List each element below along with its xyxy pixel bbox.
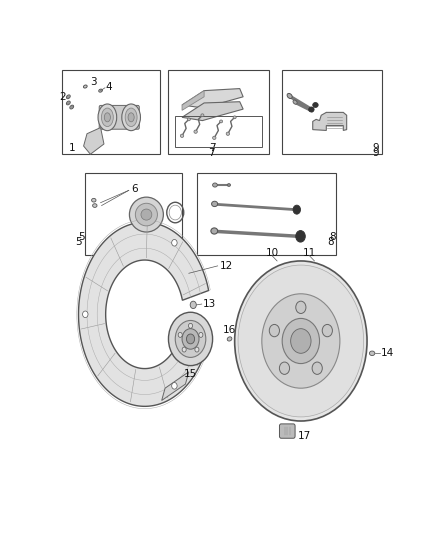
- Circle shape: [83, 311, 88, 318]
- Ellipse shape: [293, 100, 297, 104]
- Circle shape: [188, 324, 193, 328]
- Ellipse shape: [92, 198, 96, 202]
- Ellipse shape: [180, 134, 184, 138]
- Ellipse shape: [67, 101, 70, 105]
- Ellipse shape: [226, 132, 230, 135]
- Text: 4: 4: [106, 82, 113, 92]
- Ellipse shape: [287, 93, 292, 99]
- Bar: [61, 70, 160, 154]
- Ellipse shape: [125, 108, 137, 126]
- Circle shape: [169, 312, 212, 366]
- Ellipse shape: [104, 113, 110, 122]
- Ellipse shape: [201, 114, 204, 117]
- Text: 7: 7: [208, 148, 215, 158]
- Ellipse shape: [309, 107, 314, 112]
- Circle shape: [190, 301, 196, 309]
- Ellipse shape: [310, 107, 314, 111]
- Circle shape: [282, 318, 320, 364]
- Text: 14: 14: [381, 348, 394, 358]
- Ellipse shape: [84, 85, 87, 88]
- Polygon shape: [78, 222, 208, 406]
- Text: 3: 3: [91, 77, 97, 87]
- Ellipse shape: [67, 102, 69, 104]
- Circle shape: [291, 329, 311, 353]
- Circle shape: [187, 334, 194, 344]
- Text: 6: 6: [131, 184, 138, 194]
- Text: 15: 15: [184, 369, 197, 379]
- Circle shape: [269, 325, 279, 337]
- FancyBboxPatch shape: [279, 424, 295, 438]
- Text: 1: 1: [68, 143, 75, 154]
- Ellipse shape: [233, 116, 236, 119]
- Ellipse shape: [92, 204, 97, 207]
- Circle shape: [296, 231, 305, 242]
- Circle shape: [175, 320, 206, 358]
- Text: 16: 16: [223, 325, 236, 335]
- Text: 12: 12: [219, 261, 233, 271]
- Ellipse shape: [128, 113, 134, 122]
- Ellipse shape: [219, 120, 223, 123]
- Ellipse shape: [187, 118, 191, 121]
- Text: 9: 9: [372, 143, 379, 154]
- Text: 2: 2: [59, 92, 66, 102]
- Ellipse shape: [99, 89, 102, 92]
- Polygon shape: [313, 112, 346, 131]
- Text: 5: 5: [78, 232, 85, 241]
- Circle shape: [235, 261, 367, 421]
- Polygon shape: [182, 102, 243, 120]
- Circle shape: [182, 347, 186, 352]
- FancyBboxPatch shape: [99, 106, 139, 129]
- Polygon shape: [84, 127, 104, 154]
- Ellipse shape: [227, 183, 230, 187]
- Text: 7: 7: [209, 143, 216, 154]
- Circle shape: [172, 383, 177, 389]
- Ellipse shape: [369, 351, 375, 356]
- Circle shape: [296, 301, 306, 313]
- Bar: [169, 70, 268, 154]
- Ellipse shape: [70, 105, 74, 109]
- Text: 10: 10: [265, 248, 279, 258]
- Bar: [282, 70, 382, 154]
- Circle shape: [172, 239, 177, 246]
- Circle shape: [312, 362, 322, 374]
- Text: 5: 5: [75, 237, 82, 247]
- Ellipse shape: [102, 108, 113, 126]
- Polygon shape: [182, 91, 204, 110]
- Text: 8: 8: [328, 237, 334, 247]
- Ellipse shape: [194, 130, 197, 133]
- Ellipse shape: [135, 203, 157, 226]
- Ellipse shape: [141, 209, 152, 220]
- Circle shape: [238, 265, 364, 417]
- Polygon shape: [182, 88, 243, 108]
- Text: 11: 11: [303, 248, 316, 258]
- Bar: [197, 173, 336, 255]
- Polygon shape: [162, 372, 189, 400]
- Ellipse shape: [313, 102, 318, 108]
- Ellipse shape: [212, 136, 216, 140]
- Ellipse shape: [67, 96, 69, 98]
- Ellipse shape: [212, 183, 217, 187]
- Circle shape: [178, 333, 182, 337]
- Bar: [175, 116, 262, 147]
- Circle shape: [293, 205, 300, 214]
- Bar: [85, 173, 182, 255]
- Circle shape: [262, 294, 340, 388]
- Circle shape: [279, 362, 290, 374]
- Ellipse shape: [211, 228, 218, 234]
- Ellipse shape: [130, 197, 163, 232]
- Ellipse shape: [212, 201, 218, 207]
- Ellipse shape: [98, 104, 117, 131]
- Circle shape: [182, 329, 199, 349]
- Text: 9: 9: [372, 148, 379, 158]
- Text: 17: 17: [298, 431, 311, 441]
- Circle shape: [195, 347, 199, 352]
- Circle shape: [322, 325, 332, 337]
- Text: 8: 8: [330, 232, 336, 241]
- Circle shape: [199, 333, 203, 337]
- Text: 13: 13: [202, 299, 215, 309]
- Ellipse shape: [227, 337, 232, 341]
- Ellipse shape: [67, 95, 70, 99]
- Ellipse shape: [122, 104, 141, 131]
- Ellipse shape: [71, 106, 73, 108]
